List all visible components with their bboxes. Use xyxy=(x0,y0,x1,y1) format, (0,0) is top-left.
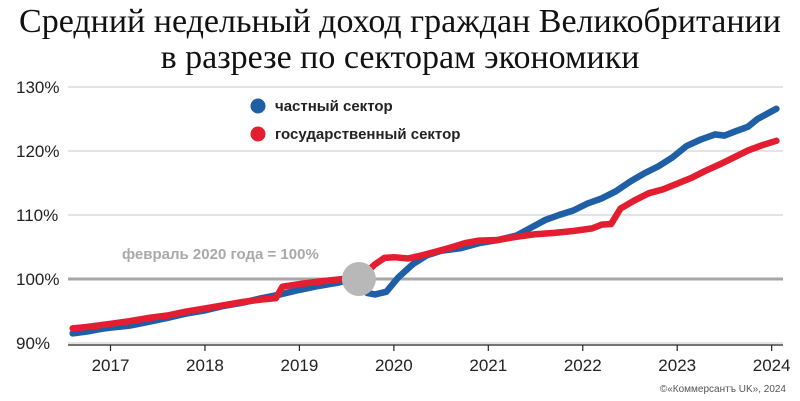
y-tick-label: 110% xyxy=(16,206,58,225)
legend: частный сектор государственный сектор xyxy=(250,98,460,143)
credit-text: ©«Коммерсантъ UK», 2024 xyxy=(660,384,787,395)
legend-label-private: частный сектор xyxy=(275,98,393,115)
x-tick-label: 2022 xyxy=(564,356,602,375)
y-tick-label: 120% xyxy=(16,142,59,161)
x-tick-label: 2018 xyxy=(186,356,224,375)
x-tick-label: 2023 xyxy=(658,356,696,375)
x-tick-label: 2020 xyxy=(375,356,413,375)
legend-marker-public xyxy=(250,126,266,142)
y-tick-label: 100% xyxy=(16,270,59,289)
series-lines xyxy=(69,105,780,337)
x-tick-label: 2021 xyxy=(469,356,507,375)
x-tick-label: 2019 xyxy=(280,356,318,375)
y-tick-label: 90% xyxy=(16,334,50,353)
y-axis: 90% 100% 110% 120% 130% xyxy=(16,78,59,353)
legend-marker-private xyxy=(250,98,266,114)
x-tick-label: 2017 xyxy=(92,356,130,375)
legend-label-public: государственный сектор xyxy=(275,126,460,143)
title-line-1: Средний недельный доход граждан Великобр… xyxy=(19,3,781,40)
series-line-public xyxy=(69,137,780,332)
x-axis: 2017 2018 2019 2020 2021 2022 2023 2024 xyxy=(68,344,791,375)
y-tick-label: 130% xyxy=(16,78,59,97)
baseline-label: февраль 2020 года = 100% xyxy=(122,246,319,263)
baseline-marker xyxy=(341,262,376,296)
legend-item-public: государственный сектор xyxy=(250,126,460,143)
chart-title: Средний недельный доход граждан Великобр… xyxy=(0,4,800,76)
title-line-2: в разрезе по секторам экономики xyxy=(160,39,640,76)
legend-item-private: частный сектор xyxy=(250,98,393,115)
x-tick-label: 2024 xyxy=(753,356,791,375)
baseline-group: февраль 2020 года = 100% xyxy=(68,246,783,281)
